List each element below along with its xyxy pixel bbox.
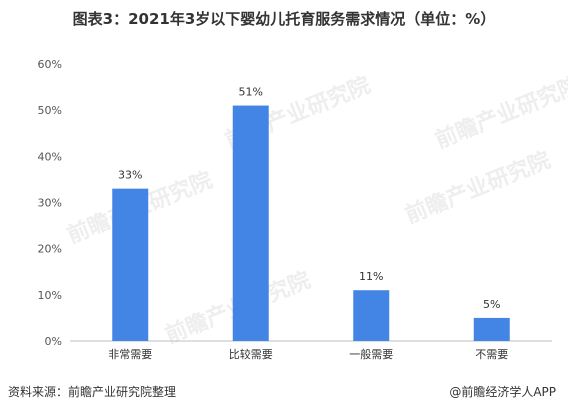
y-tick-label: 20% xyxy=(38,243,62,256)
data-label: 33% xyxy=(118,169,142,182)
y-tick-label: 60% xyxy=(38,58,62,71)
x-tick-label: 比较需要 xyxy=(229,347,273,361)
x-tick-label: 不需要 xyxy=(475,348,508,361)
data-label: 5% xyxy=(483,298,500,311)
chart-title: 图表3：2021年3岁以下婴幼儿托育服务需求情况（单位：%） xyxy=(72,10,496,28)
data-label: 51% xyxy=(239,86,263,99)
y-tick-label: 0% xyxy=(45,335,62,348)
y-tick-label: 30% xyxy=(38,197,62,210)
bar xyxy=(112,188,149,341)
source-note: 资料来源：前瞻产业研究院整理 xyxy=(8,385,177,399)
y-tick-label: 40% xyxy=(38,150,62,163)
x-tick-label: 一般需要 xyxy=(349,348,393,361)
x-tick-label: 非常需要 xyxy=(108,348,152,361)
bar xyxy=(473,317,510,341)
data-label: 11% xyxy=(359,270,383,283)
bar xyxy=(232,105,269,341)
y-tick-label: 50% xyxy=(38,104,62,117)
bar xyxy=(353,290,390,341)
brand-credit: @前瞻经济学人APP xyxy=(449,385,556,399)
y-tick-label: 10% xyxy=(38,289,62,302)
